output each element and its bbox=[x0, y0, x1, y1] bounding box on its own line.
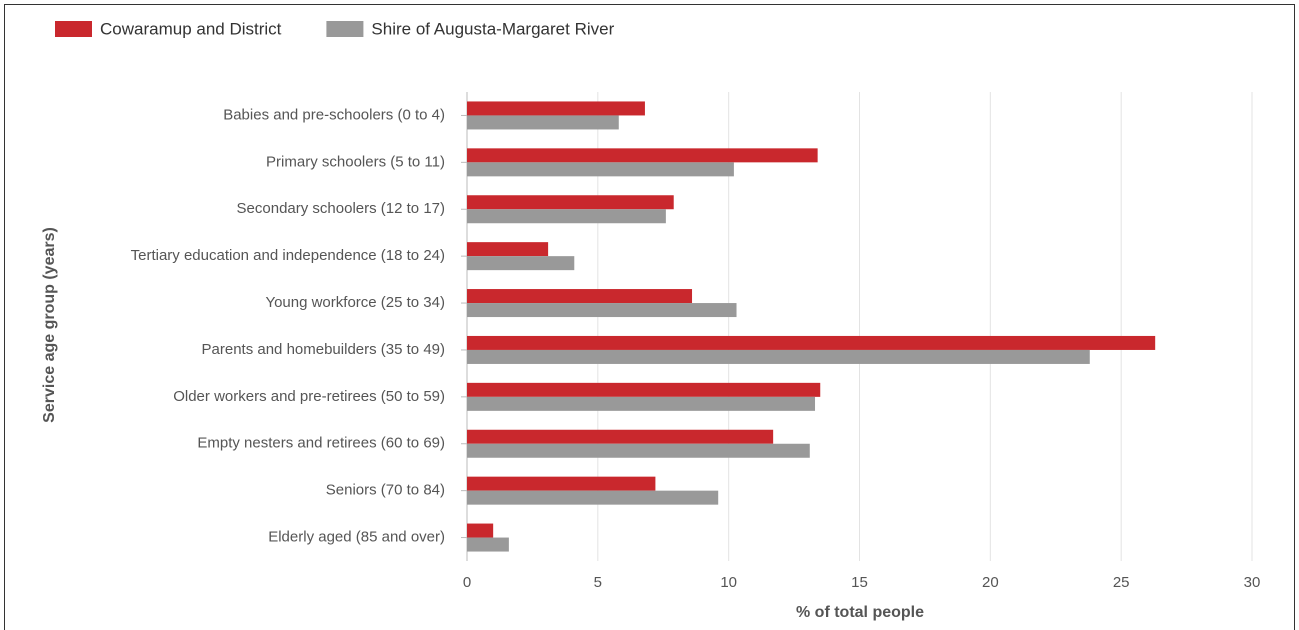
bar bbox=[467, 162, 734, 177]
frame bbox=[4, 4, 1295, 630]
x-tick-label: 0 bbox=[463, 574, 471, 591]
bar bbox=[467, 115, 619, 130]
bar bbox=[467, 101, 645, 116]
legend-swatch bbox=[55, 21, 92, 37]
y-tick-label: Primary schoolers (5 to 11) bbox=[266, 153, 445, 170]
y-tick-label: Older workers and pre-retirees (50 to 59… bbox=[173, 388, 445, 405]
x-tick-label: 25 bbox=[1113, 574, 1130, 591]
bar bbox=[467, 382, 821, 397]
y-tick-label: Tertiary education and independence (18 … bbox=[131, 247, 445, 264]
bar bbox=[467, 523, 494, 538]
legend-label: Cowaramup and District bbox=[100, 19, 282, 38]
bar bbox=[467, 256, 575, 271]
bar bbox=[467, 429, 774, 444]
bar bbox=[467, 289, 693, 304]
y-tick-label: Empty nesters and retirees (60 to 69) bbox=[197, 435, 445, 452]
y-tick-label: Elderly aged (85 and over) bbox=[268, 529, 445, 546]
bar bbox=[467, 335, 1156, 350]
x-tick-label: 20 bbox=[982, 574, 999, 591]
bar bbox=[467, 242, 549, 257]
bar bbox=[467, 476, 656, 491]
y-tick-label: Young workforce (25 to 34) bbox=[265, 294, 445, 311]
x-tick-label: 15 bbox=[851, 574, 868, 591]
y-tick-label: Secondary schoolers (12 to 17) bbox=[237, 200, 445, 217]
bar bbox=[467, 537, 509, 552]
y-tick-label: Parents and homebuilders (35 to 49) bbox=[202, 341, 445, 358]
x-tick-label: 10 bbox=[720, 574, 737, 591]
bar bbox=[467, 148, 818, 163]
bar bbox=[467, 396, 816, 411]
x-axis-title: % of total people bbox=[796, 604, 924, 621]
bar bbox=[467, 349, 1090, 364]
x-tick-label: 30 bbox=[1244, 574, 1261, 591]
bar bbox=[467, 303, 737, 318]
bar bbox=[467, 490, 719, 505]
y-axis-title: Service age group (years) bbox=[41, 227, 58, 423]
legend-swatch bbox=[326, 21, 364, 37]
legend-label: Shire of Augusta-Margaret River bbox=[371, 19, 614, 38]
bar bbox=[467, 209, 666, 224]
bar bbox=[467, 195, 674, 210]
bar bbox=[467, 443, 810, 458]
x-tick-label: 5 bbox=[594, 574, 602, 591]
y-tick-label: Babies and pre-schoolers (0 to 4) bbox=[223, 106, 445, 123]
y-tick-label: Seniors (70 to 84) bbox=[326, 482, 445, 499]
